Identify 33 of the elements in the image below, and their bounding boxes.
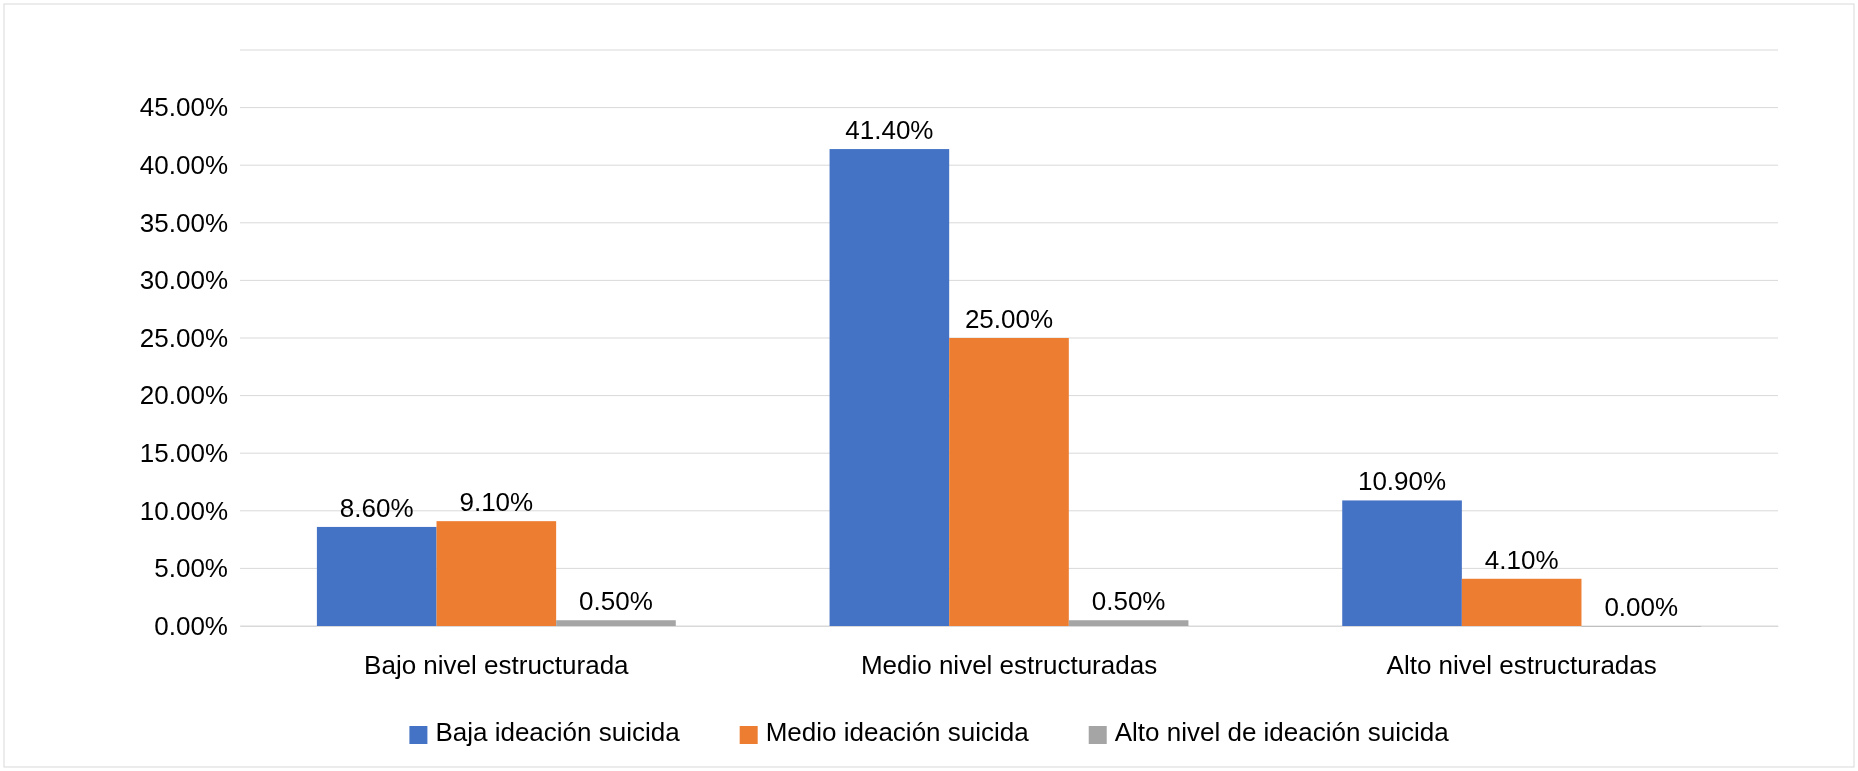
x-tick-label: Alto nivel estructuradas [1386,650,1657,681]
y-tick-label: 40.00% [139,150,228,181]
bar [556,620,676,626]
y-tick-label: 10.00% [139,495,228,526]
bar [1461,578,1582,626]
x-tick-label: Medio nivel estructuradas [860,650,1158,681]
data-label: 41.40% [845,115,934,146]
y-tick-label: 30.00% [139,265,228,296]
legend-label: Baja ideación suicida [435,717,681,747]
legend-label: Alto nivel de ideación suicida [1114,717,1450,747]
bar [949,338,1069,626]
bar [436,521,557,626]
data-label: 9.10% [459,487,534,518]
y-tick-label: 25.00% [139,322,228,353]
y-tick-label: 35.00% [139,207,228,238]
data-label: 0.50% [1091,586,1166,617]
data-label: 0.50% [579,586,653,617]
bar [1342,500,1462,626]
y-tick-label: 45.00% [139,92,228,123]
data-label: 8.60% [339,492,414,523]
bar [316,526,437,626]
bar [1068,620,1189,626]
y-tick-label: 20.00% [139,380,228,411]
data-label: 0.00% [1604,592,1679,622]
y-tick-label: 15.00% [139,438,228,469]
bar [829,149,950,626]
data-label: 25.00% [964,304,1054,334]
y-tick-label: 5.00% [154,553,228,584]
x-tick-label: Bajo nivel estructurada [364,650,630,681]
data-label: 10.90% [1357,466,1447,497]
data-label: 4.10% [1484,544,1559,575]
legend-label: Medio ideación suicida [765,717,1030,747]
y-tick-label: 0.00% [154,610,228,641]
